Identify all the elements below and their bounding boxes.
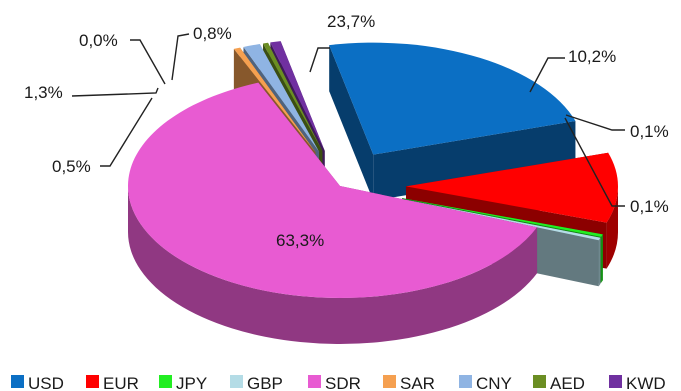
legend-label-aed: AED	[550, 374, 585, 391]
legend-swatch-eur	[86, 375, 99, 388]
leader-line-eur	[529, 57, 565, 93]
slice-sdr-top	[128, 82, 538, 298]
slice-label-jpy: 0,1%	[630, 122, 669, 141]
legend-swatch-sdr	[308, 375, 321, 388]
slice-cny-top	[243, 44, 319, 152]
legend-swatch-jpy	[159, 375, 172, 388]
slice-sdr	[128, 82, 538, 345]
legend-label-gbp: GBP	[247, 374, 283, 391]
slice-eur-top	[405, 152, 618, 223]
leader-line-kwd	[171, 33, 190, 81]
slice-label-kwd: 0,8%	[193, 24, 232, 43]
legend-swatch-aed	[533, 375, 546, 388]
legend-swatch-usd	[11, 375, 24, 388]
legend-label-kwd: KWD	[626, 374, 666, 391]
slice-label-cny: 1,3%	[24, 83, 63, 102]
slice-usd	[329, 42, 576, 201]
slice-label-sar: 0,5%	[52, 157, 91, 176]
slice-usd-wall-end	[373, 120, 576, 201]
slice-sdr-rim-0	[128, 186, 538, 345]
legend-label-sdr: SDR	[325, 374, 361, 391]
leader-line-aed	[130, 39, 166, 85]
slice-jpy-top	[402, 198, 603, 237]
legend-label-sar: SAR	[400, 374, 435, 391]
slice-kwd-top	[270, 41, 325, 151]
legend-label-eur: EUR	[103, 374, 139, 391]
slice-usd-top	[329, 42, 576, 155]
leader-line-sar	[100, 97, 153, 167]
leader-line-cny	[71, 87, 159, 97]
slice-label-gbp: 0,1%	[630, 197, 669, 216]
leader-lines	[71, 33, 625, 207]
legend-swatch-sar	[383, 375, 396, 388]
leader-line-jpy	[565, 114, 625, 131]
slice-gbp-top	[401, 198, 601, 241]
slice-label-aed: 0,0%	[79, 31, 118, 50]
slice-label-eur: 10,2%	[568, 47, 616, 66]
slice-eur-rim-0	[606, 186, 618, 269]
legend-swatch-kwd	[609, 375, 622, 388]
legend-label-jpy: JPY	[176, 374, 207, 391]
slice-label-usd: 23,7%	[327, 12, 375, 31]
legend-label-usd: USD	[28, 374, 64, 391]
pie-slices	[128, 41, 618, 345]
legend-swatch-cny	[459, 375, 472, 388]
slice-label-sdr: 63,3%	[276, 231, 324, 250]
slice-usd-wall-start	[329, 45, 374, 201]
slice-gbp-rim-0	[598, 237, 601, 287]
leader-line-usd	[309, 47, 330, 73]
slice-aed-top	[263, 42, 323, 152]
legend-swatch-gbp	[230, 375, 243, 388]
slice-sar-top	[233, 47, 316, 153]
legend: USD EUR JPY GBP SDR SAR CNY AED KWD	[11, 374, 666, 391]
legend-label-cny: CNY	[476, 374, 512, 391]
slice-jpy-rim-0	[601, 234, 603, 283]
leader-line-gbp	[564, 117, 625, 207]
